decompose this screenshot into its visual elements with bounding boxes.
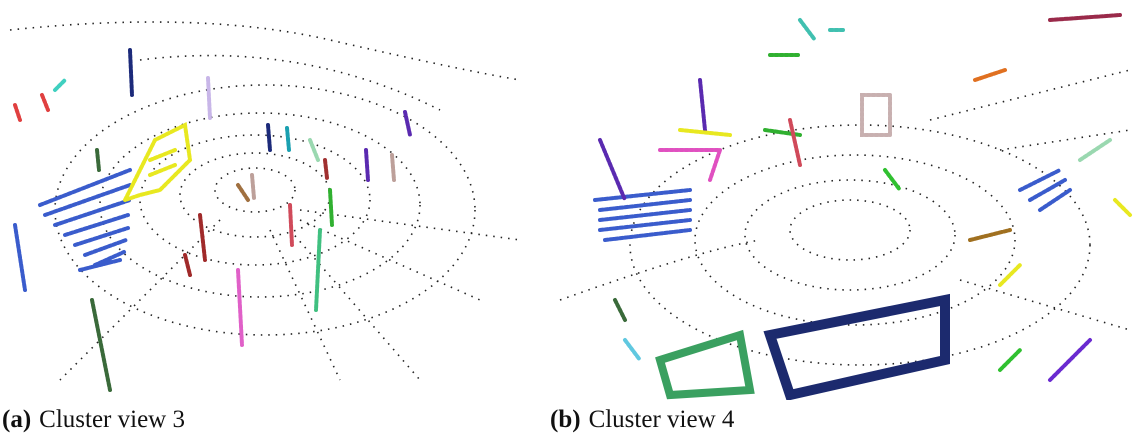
caption-a: (a) Cluster view 3 [2, 406, 185, 434]
caption-label: (b) [550, 406, 581, 433]
caption-b: (b) Cluster view 4 [550, 406, 734, 434]
caption-label: (a) [2, 406, 31, 433]
point-cloud-a [10, 22, 520, 390]
page: (a)Cluster view 3 (b)Cluster view 4 (() … [0, 0, 1136, 446]
figure-panels [0, 0, 1136, 400]
caption-text: Cluster view 4 [589, 406, 735, 433]
caption-text: Cluster view 3 [39, 406, 185, 433]
point-cloud-b [560, 15, 1130, 395]
